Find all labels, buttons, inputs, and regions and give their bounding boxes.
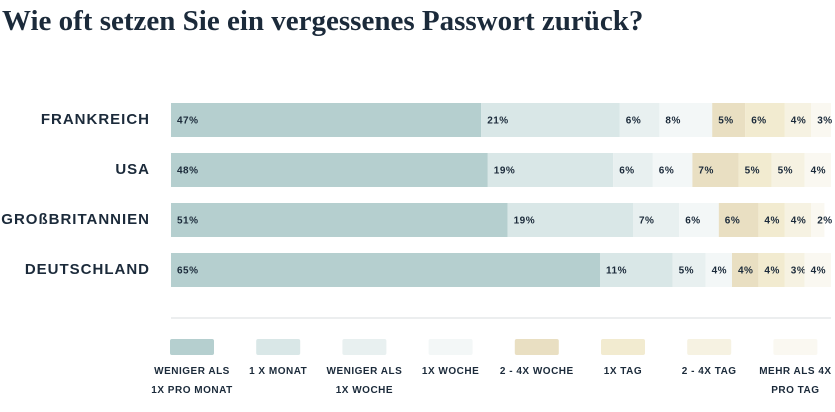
value-label: 51% [177, 216, 199, 227]
value-label: 8% [665, 116, 680, 127]
value-label: 5% [778, 166, 793, 177]
value-label: 6% [685, 216, 700, 227]
bar-segment [804, 153, 831, 187]
bar-segment [811, 203, 825, 237]
bar-segment [171, 253, 600, 287]
bar-segment [771, 153, 805, 187]
value-label: 4% [791, 116, 806, 127]
value-label: 6% [751, 116, 766, 127]
value-label: 3% [817, 116, 832, 127]
legend-swatch [428, 339, 473, 355]
value-label: 4% [811, 166, 826, 177]
bar-segment [745, 103, 785, 137]
value-label: 4% [764, 266, 779, 277]
value-label: 3% [791, 266, 806, 277]
bar-segment [652, 153, 693, 187]
legend-swatch [687, 339, 732, 355]
legend-label: WENIGER ALS 1X WOCHE [326, 366, 403, 396]
category-label: FRANKREICH [41, 111, 150, 128]
value-label: 6% [626, 116, 641, 127]
bar-segment [600, 253, 673, 287]
bar-segment [507, 203, 633, 237]
bar-segment [758, 253, 785, 287]
bar-segment [171, 103, 482, 137]
value-label: 19% [494, 166, 516, 177]
value-label: 19% [514, 216, 536, 227]
bar-segment [712, 103, 746, 137]
legend-label: 2 - 4X WOCHE [499, 366, 574, 377]
legend-label: 2 - 4X TAG [681, 366, 737, 377]
value-label: 6% [725, 216, 740, 227]
value-label: 4% [811, 266, 826, 277]
bar-segment [758, 203, 785, 237]
bar-segment [784, 103, 812, 137]
bar-segment [659, 103, 713, 137]
legend-swatch [170, 339, 214, 355]
bar-segment [784, 203, 812, 237]
legend-swatch [601, 339, 645, 355]
value-label: 4% [712, 266, 727, 277]
value-label: 4% [738, 266, 753, 277]
category-label: USA [115, 161, 150, 178]
value-label: 11% [606, 266, 627, 277]
bar-segment [811, 103, 831, 137]
value-label: 5% [718, 116, 733, 127]
value-label: 47% [177, 116, 199, 127]
category-label: DEUTSCHLAND [25, 261, 150, 278]
value-label: 6% [659, 166, 674, 177]
bar-segment [679, 203, 719, 237]
value-label: 21% [487, 116, 509, 127]
value-label: 2% [817, 216, 832, 227]
value-label: 4% [791, 216, 806, 227]
bar-segment [487, 153, 614, 187]
bar-segment [171, 203, 508, 237]
legend-label: 1X WOCHE [421, 366, 480, 377]
value-label: 5% [745, 166, 760, 177]
value-label: 7% [698, 166, 713, 177]
legend-label: 1X TAG [603, 366, 643, 377]
legend-swatch [342, 339, 387, 355]
bar-segment [171, 153, 488, 187]
bar-segment [672, 253, 706, 287]
value-label: 7% [639, 216, 654, 227]
bar-segment [692, 153, 739, 187]
legend-label: MEHR ALS 4X PRO TAG [759, 366, 832, 396]
legend-label: 1 X MONAT [249, 366, 308, 377]
chart-title: Wie oft setzen Sie ein vergessenes Passw… [2, 5, 643, 37]
bar-segment [613, 153, 653, 187]
bar-segment [619, 103, 660, 137]
bar-segment [804, 253, 831, 287]
value-label: 4% [764, 216, 779, 227]
bar-segment [481, 103, 620, 137]
bar-segment [633, 203, 680, 237]
value-label: 5% [679, 266, 694, 277]
bar-segment [718, 203, 759, 237]
category-label: GROßBRITANNIEN [1, 211, 150, 228]
legend-label: WENIGER ALS 1X PRO MONAT [151, 366, 233, 396]
value-label: 48% [177, 166, 199, 177]
legend-swatch [773, 339, 818, 355]
legend-swatch [514, 339, 559, 355]
value-label: 6% [619, 166, 634, 177]
bar-segment [784, 253, 805, 287]
legend-swatch [256, 339, 301, 355]
bar-segment [732, 253, 759, 287]
value-label: 65% [177, 266, 199, 277]
bar-segment [738, 153, 772, 187]
bar-segment [705, 253, 732, 287]
